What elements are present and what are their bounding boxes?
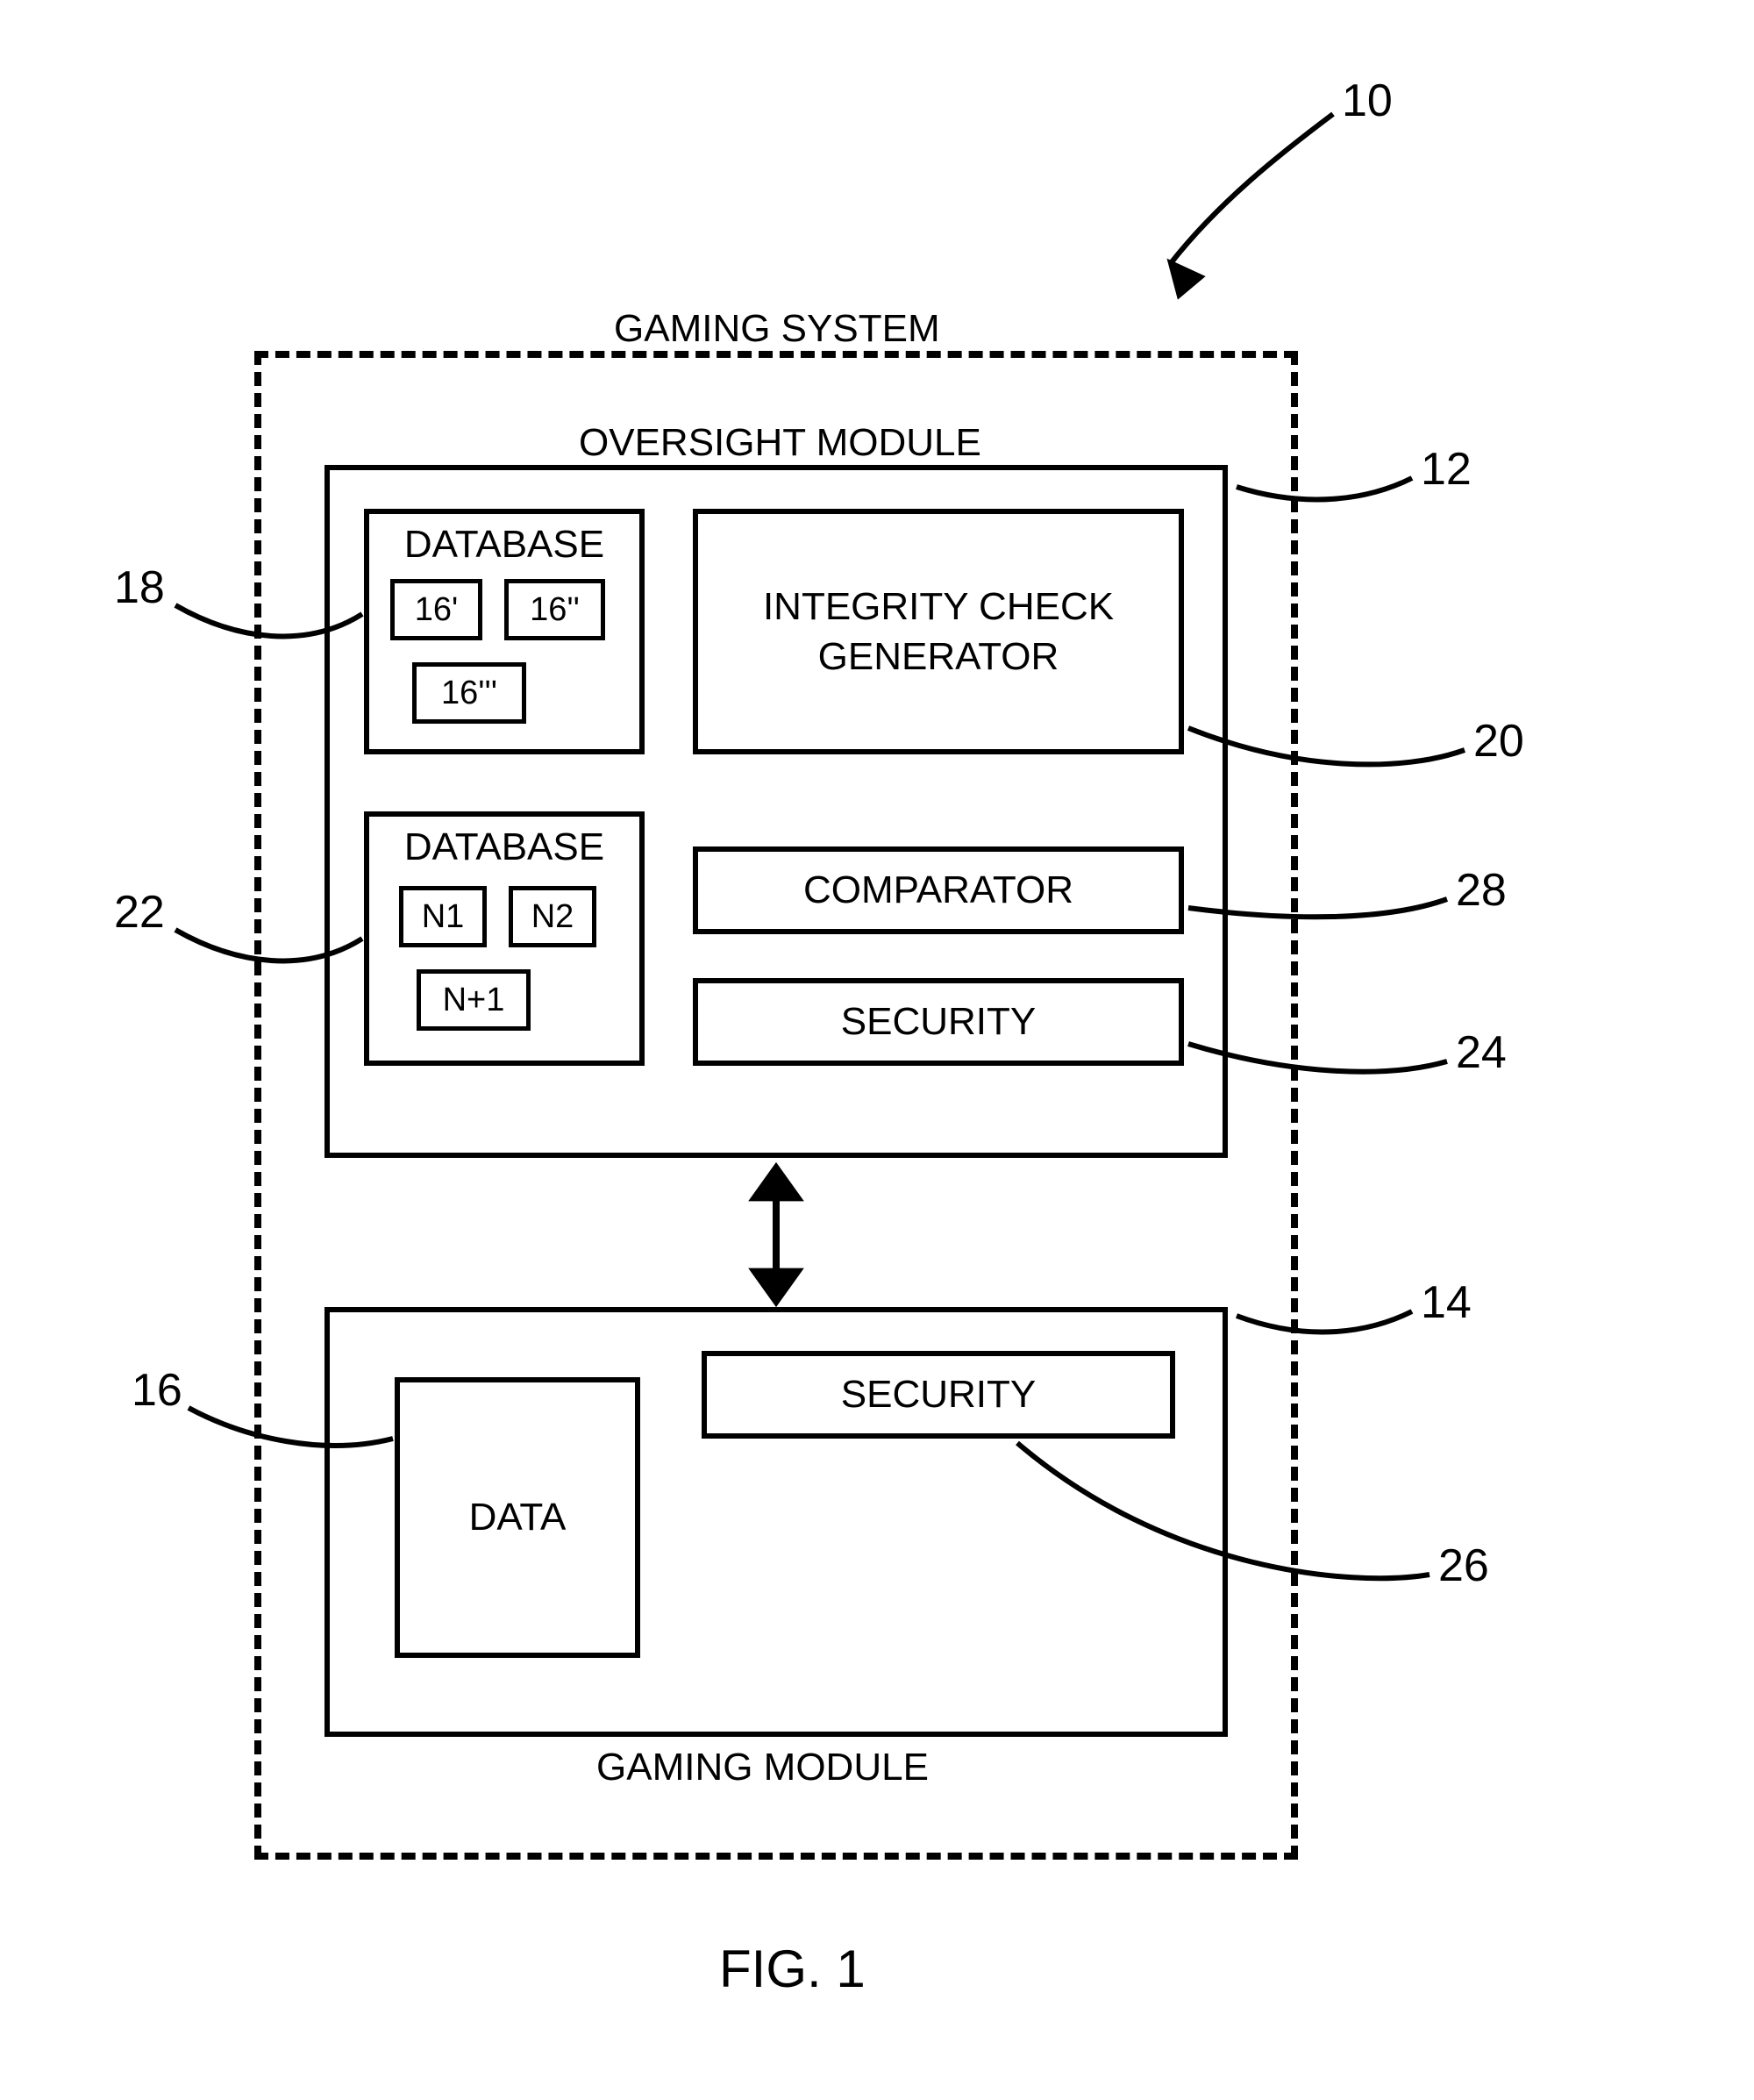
db2-item-b: N2 [509, 886, 596, 947]
database-2-title: DATABASE [404, 825, 604, 869]
ref-22: 22 [114, 886, 165, 939]
security-bottom-label: SECURITY [841, 1373, 1036, 1417]
ref-16: 16 [132, 1364, 182, 1417]
db2-item-c: N+1 [417, 969, 531, 1031]
security-bottom-box: SECURITY [702, 1351, 1175, 1439]
db1-item-a-label: 16' [415, 591, 459, 629]
db2-item-c-label: N+1 [443, 982, 505, 1019]
data-box: DATA [395, 1377, 640, 1658]
ref-12: 12 [1421, 443, 1472, 496]
ref-26: 26 [1438, 1539, 1489, 1592]
integrity-check-box: INTEGRITY CHECK GENERATOR [693, 509, 1184, 754]
integrity-check-label: INTEGRITY CHECK GENERATOR [763, 582, 1114, 682]
comparator-label: COMPARATOR [803, 868, 1073, 912]
security-top-box: SECURITY [693, 978, 1184, 1066]
figure-caption: FIG. 1 [719, 1939, 866, 1999]
ref-14: 14 [1421, 1276, 1472, 1329]
ref-24: 24 [1456, 1026, 1507, 1079]
data-label: DATA [469, 1496, 567, 1539]
comparator-box: COMPARATOR [693, 846, 1184, 934]
gaming-module-title: GAMING MODULE [596, 1746, 929, 1789]
db1-item-c: 16''' [412, 662, 526, 724]
oversight-module-title: OVERSIGHT MODULE [579, 421, 981, 465]
database-1-title: DATABASE [404, 523, 604, 567]
security-top-label: SECURITY [841, 1000, 1036, 1044]
db2-item-a-label: N1 [422, 898, 465, 936]
db2-item-a: N1 [399, 886, 487, 947]
ref-10: 10 [1342, 75, 1393, 127]
db1-item-b: 16'' [504, 579, 605, 640]
db1-item-c-label: 16''' [441, 675, 497, 712]
ref-28: 28 [1456, 864, 1507, 917]
ref-18: 18 [114, 561, 165, 614]
diagram-stage: DATABASE 16' 16'' 16''' INTEGRITY CHECK … [0, 0, 1754, 2100]
db1-item-b-label: 16'' [530, 591, 580, 629]
ref-20: 20 [1473, 715, 1524, 768]
db1-item-a: 16' [390, 579, 482, 640]
gaming-system-title: GAMING SYSTEM [614, 307, 940, 351]
db2-item-b-label: N2 [531, 898, 574, 936]
